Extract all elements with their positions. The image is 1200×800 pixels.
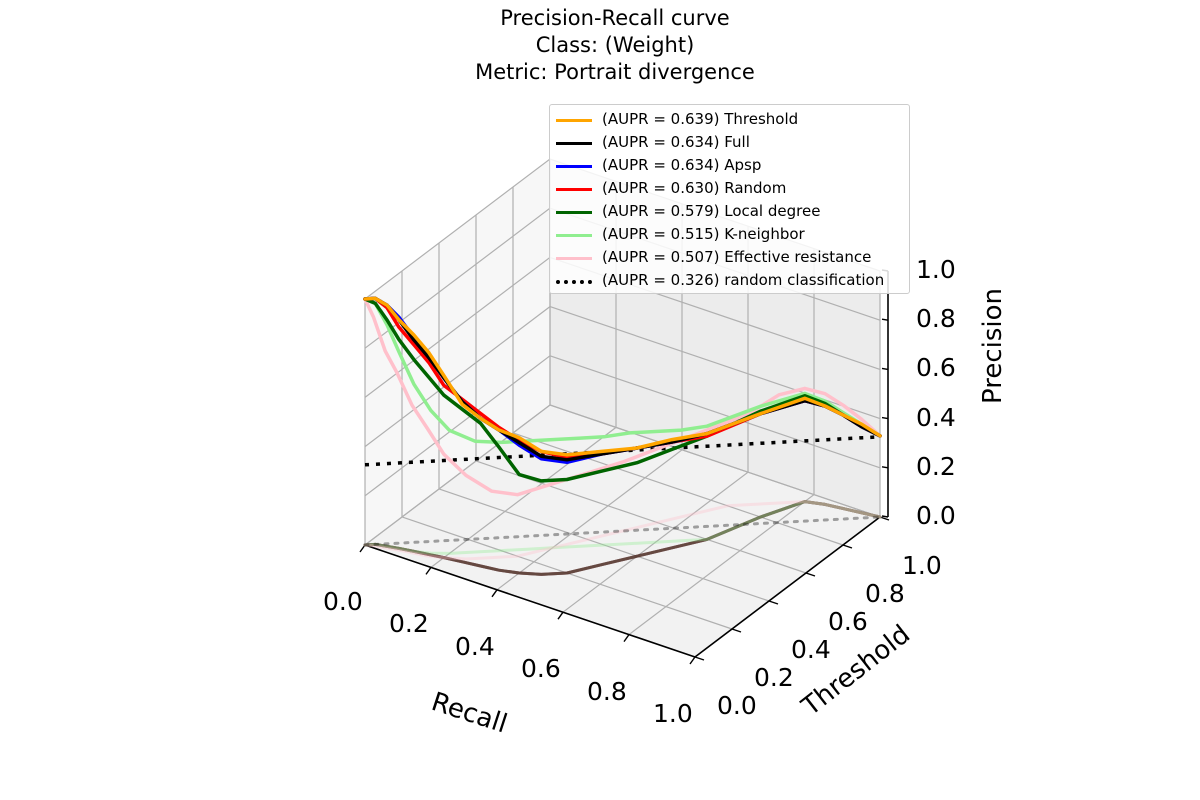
legend-item: (AUPR = 0.639) Threshold xyxy=(550,109,909,131)
y-tick-label-0: 0.0 xyxy=(717,691,757,720)
x-tick-mark-1 xyxy=(425,566,432,575)
z-tick-label-0: 0.0 xyxy=(916,501,956,530)
z-axis-label: Precision xyxy=(978,287,1008,404)
y-axis-line xyxy=(694,516,881,658)
chart-title-line-3: Metric: Portrait divergence xyxy=(475,60,755,84)
pane-left-wall xyxy=(365,159,550,545)
x-tick-label-5: 1.0 xyxy=(653,699,693,728)
y-tick-mark-5 xyxy=(879,516,890,521)
y-tick-label-2: 0.4 xyxy=(791,635,831,664)
grid-threshold-2 xyxy=(438,243,770,602)
grid-threshold-1 xyxy=(401,271,733,630)
z-tick-mark-4 xyxy=(881,318,889,321)
y-tick-label-1: 0.2 xyxy=(754,663,794,692)
x-tick-label-4: 0.8 xyxy=(587,676,627,706)
z-tick-label-1: 0.2 xyxy=(916,451,956,481)
legend-swatch xyxy=(556,280,592,284)
legend-label: (AUPR = 0.630) Random xyxy=(602,179,787,197)
y-tick-mark-4 xyxy=(842,544,853,549)
z-tick-mark-0 xyxy=(881,515,889,518)
legend-item: (AUPR = 0.507) Effective resistance xyxy=(550,247,909,269)
legend-swatch xyxy=(556,211,592,214)
legend-label: (AUPR = 0.634) Full xyxy=(602,133,750,151)
legend-swatch xyxy=(556,188,592,191)
legend-item: (AUPR = 0.630) Random xyxy=(550,178,909,200)
z-tick-mark-2 xyxy=(881,416,889,420)
chart-title-line-1: Precision-Recall curve xyxy=(500,6,730,30)
series-floor-shadow-3 xyxy=(363,500,882,576)
x-tick-mark-0 xyxy=(359,544,366,553)
legend-label: (AUPR = 0.634) Apsp xyxy=(602,156,762,174)
y-tick-label-4: 0.8 xyxy=(865,579,905,608)
legend-label: (AUPR = 0.515) K-neighbor xyxy=(602,225,805,243)
chart-title-line-2: Class: (Weight) xyxy=(535,33,695,57)
x-tick-label-3: 0.6 xyxy=(521,654,561,684)
series-line-7 xyxy=(364,435,881,467)
series-floor-shadow-7 xyxy=(363,515,882,547)
series-floor-shadow-5 xyxy=(363,500,882,555)
z-tick-label-4: 0.8 xyxy=(916,304,956,334)
z-tick-mark-1 xyxy=(881,466,889,469)
z-tick-label-5: 1.0 xyxy=(916,255,956,284)
legend-swatch xyxy=(556,234,592,237)
legend-swatch xyxy=(556,142,592,145)
legend-swatch xyxy=(556,165,592,168)
legend-swatch xyxy=(556,257,592,260)
legend-item: (AUPR = 0.634) Apsp xyxy=(550,155,909,177)
y-tick-mark-0 xyxy=(694,656,705,661)
legend-label: (AUPR = 0.639) Threshold xyxy=(602,110,799,128)
series-floor-shadow-6 xyxy=(363,500,882,561)
series-floor-shadow-0 xyxy=(363,500,882,576)
x-tick-label-0: 0.0 xyxy=(323,587,363,616)
x-tick-mark-3 xyxy=(557,611,564,620)
series-floor-shadow-2 xyxy=(363,500,882,576)
series-floor-shadow-1 xyxy=(363,500,882,576)
x-tick-mark-2 xyxy=(491,589,498,598)
x-axis-line xyxy=(364,544,696,658)
legend-item: (AUPR = 0.634) Full xyxy=(550,132,909,154)
y-tick-label-3: 0.6 xyxy=(828,607,868,636)
legend-item: (AUPR = 0.579) Local degree xyxy=(550,201,909,223)
series-line-0 xyxy=(363,296,882,457)
series-line-4 xyxy=(363,297,882,483)
y-tick-mark-1 xyxy=(731,628,742,633)
legend-swatch xyxy=(556,119,592,122)
y-tick-mark-3 xyxy=(805,572,816,577)
x-tick-label-2: 0.4 xyxy=(455,631,495,661)
y-tick-label-5: 1.0 xyxy=(902,551,942,580)
legend-label: (AUPR = 0.579) Local degree xyxy=(602,202,821,220)
legend-item: (AUPR = 0.326) random classification xyxy=(550,270,909,292)
grid-threshold-3 xyxy=(475,215,807,574)
legend: (AUPR = 0.639) Threshold (AUPR = 0.634) F… xyxy=(549,104,910,294)
pane-floor xyxy=(365,405,880,657)
legend-item: (AUPR = 0.515) K-neighbor xyxy=(550,224,909,246)
y-tick-mark-2 xyxy=(768,600,779,605)
x-tick-mark-4 xyxy=(623,634,630,643)
z-tick-label-2: 0.4 xyxy=(916,402,956,432)
x-tick-mark-5 xyxy=(689,656,696,665)
legend-label: (AUPR = 0.326) random classification xyxy=(602,271,885,289)
series-floor-shadow-4 xyxy=(363,500,882,576)
x-tick-label-1: 0.2 xyxy=(389,609,429,639)
series-line-5 xyxy=(363,297,882,445)
grid-threshold-4 xyxy=(512,187,844,546)
z-tick-label-3: 0.6 xyxy=(916,353,956,383)
legend-label: (AUPR = 0.507) Effective resistance xyxy=(602,248,872,266)
z-tick-mark-3 xyxy=(881,367,889,371)
